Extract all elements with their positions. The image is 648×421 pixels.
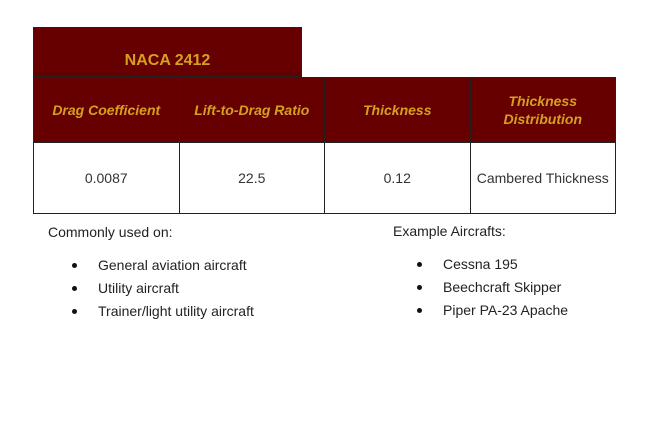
commonly-used-list: General aviation aircraft Utility aircra… <box>48 254 254 323</box>
header-thickness-distribution: Thickness Distribution <box>469 77 616 143</box>
list-item: Beechcraft Skipper <box>417 276 568 299</box>
bullet-icon <box>417 262 422 267</box>
header-drag-coefficient: Drag Coefficient <box>33 77 180 143</box>
example-aircraft-section: Example Aircrafts: Cessna 195 Beechcraft… <box>393 223 568 322</box>
header-lift-to-drag-ratio: Lift-to-Drag Ratio <box>178 77 325 143</box>
example-aircraft-heading: Example Aircrafts: <box>393 223 506 239</box>
list-item: General aviation aircraft <box>72 254 254 277</box>
bullet-icon <box>417 308 422 313</box>
bullet-icon <box>72 309 77 314</box>
list-item: Cessna 195 <box>417 253 568 276</box>
commonly-used-section: Commonly used on: General aviation aircr… <box>48 224 254 323</box>
airfoil-title: NACA 2412 <box>33 27 302 77</box>
airfoil-title-text: NACA 2412 <box>124 52 211 69</box>
commonly-used-heading: Commonly used on: <box>48 224 173 240</box>
bullet-icon <box>417 285 422 290</box>
example-aircraft-list: Cessna 195 Beechcraft Skipper Piper PA-2… <box>393 253 568 322</box>
airfoil-specs-table: Drag Coefficient Lift-to-Drag Ratio Thic… <box>33 77 616 214</box>
cell-lift-to-drag-ratio: 22.5 <box>178 142 325 214</box>
bullet-icon <box>72 263 77 268</box>
table-row: 0.0087 22.5 0.12 Cambered Thickness <box>33 142 616 214</box>
cell-drag-coefficient: 0.0087 <box>33 142 180 214</box>
list-item: Utility aircraft <box>72 277 254 300</box>
list-item: Piper PA-23 Apache <box>417 299 568 322</box>
table-header-row: Drag Coefficient Lift-to-Drag Ratio Thic… <box>33 77 616 143</box>
bullet-icon <box>72 286 77 291</box>
cell-thickness-distribution: Cambered Thickness <box>469 142 616 214</box>
header-thickness: Thickness <box>324 77 471 143</box>
cell-thickness: 0.12 <box>324 142 471 214</box>
list-item: Trainer/light utility aircraft <box>72 300 254 323</box>
